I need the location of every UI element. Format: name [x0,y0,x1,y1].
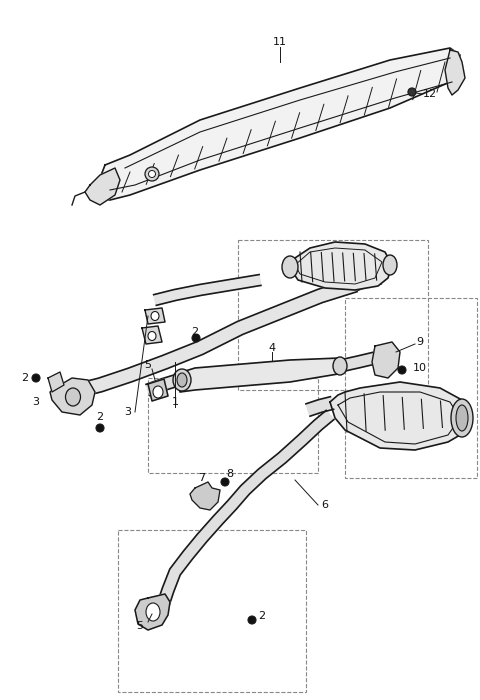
Polygon shape [178,358,342,392]
Ellipse shape [383,255,397,275]
Ellipse shape [177,373,187,387]
Text: 7: 7 [198,473,205,483]
Ellipse shape [65,388,81,406]
Text: 2: 2 [192,327,199,337]
Polygon shape [154,274,261,305]
Text: 10: 10 [413,363,427,373]
Polygon shape [85,168,120,205]
Ellipse shape [192,334,200,342]
Ellipse shape [145,167,159,181]
Polygon shape [146,374,180,395]
Text: 12: 12 [423,89,437,99]
Text: 2: 2 [258,611,265,621]
Text: 8: 8 [227,469,234,479]
Polygon shape [142,326,162,344]
Ellipse shape [333,357,347,375]
Ellipse shape [153,386,163,398]
Text: 2: 2 [22,373,29,383]
Polygon shape [445,50,465,95]
Text: 4: 4 [268,343,276,353]
Text: 6: 6 [322,500,328,510]
Polygon shape [135,594,170,630]
Text: 3: 3 [33,397,39,407]
Ellipse shape [151,312,159,321]
Text: 9: 9 [417,337,423,347]
Text: 5: 5 [136,621,144,631]
Ellipse shape [456,405,468,431]
Ellipse shape [96,424,104,432]
Ellipse shape [282,256,298,278]
Polygon shape [290,242,392,290]
Polygon shape [372,342,400,378]
Polygon shape [78,279,357,397]
Bar [148,378,318,473]
Polygon shape [48,372,64,392]
Ellipse shape [221,478,229,486]
Polygon shape [330,382,468,450]
Text: 3: 3 [124,407,132,417]
Text: 5: 5 [144,360,152,370]
Polygon shape [90,48,460,200]
Bar [345,298,477,478]
Ellipse shape [248,616,256,624]
Polygon shape [145,308,165,324]
Polygon shape [148,379,168,401]
Ellipse shape [32,374,40,382]
Text: 11: 11 [273,37,287,47]
Polygon shape [156,410,334,610]
Ellipse shape [451,399,473,437]
Bar [118,530,306,692]
Polygon shape [353,272,381,290]
Bar [238,240,428,390]
Ellipse shape [173,369,191,391]
Ellipse shape [408,88,416,96]
Ellipse shape [148,171,156,178]
Ellipse shape [148,332,156,340]
Polygon shape [339,352,376,372]
Ellipse shape [398,366,406,374]
Polygon shape [50,378,95,415]
Polygon shape [306,397,334,416]
Text: 2: 2 [96,412,104,422]
Text: 1: 1 [171,397,179,407]
Ellipse shape [146,603,160,621]
Polygon shape [190,482,220,510]
